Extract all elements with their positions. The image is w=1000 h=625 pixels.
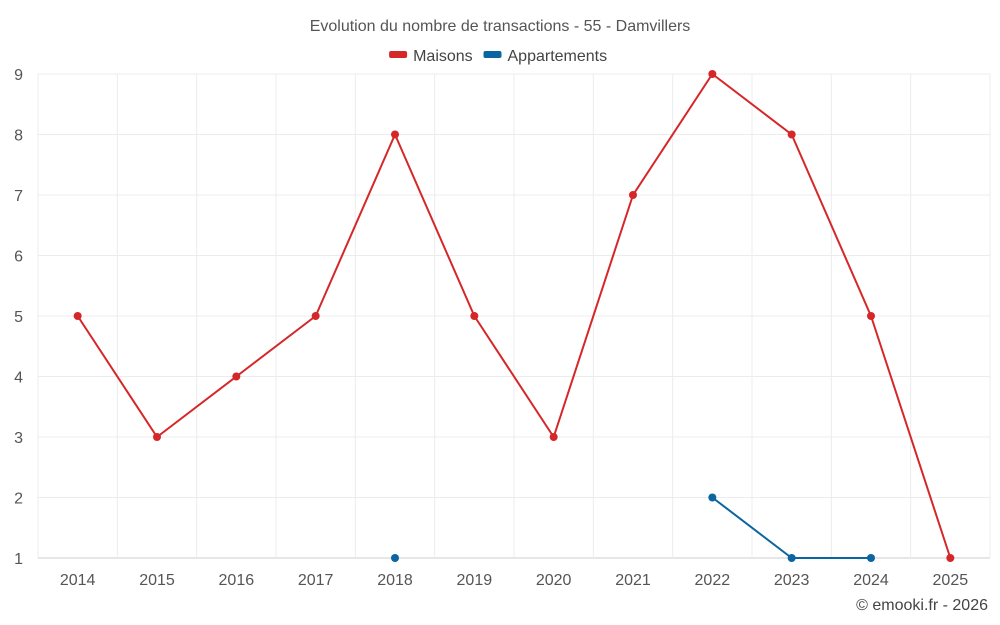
y-tick-label: 5 xyxy=(14,309,23,326)
y-tick-label: 7 xyxy=(14,188,23,205)
x-axis: 2014 2015 2016 2017 2018 2019 2020 2021 2022 2023… xyxy=(60,572,968,589)
grid xyxy=(37,73,991,559)
x-tick-label: 2017 xyxy=(298,572,334,589)
legend-item-maisons[interactable]: Maisons xyxy=(389,48,473,65)
series-line xyxy=(76,73,952,559)
legend-label: Maisons xyxy=(413,48,473,65)
data-point[interactable] xyxy=(549,433,558,441)
data-point[interactable] xyxy=(391,130,399,139)
data-point[interactable] xyxy=(708,70,717,78)
y-tick-label: 8 xyxy=(14,128,23,145)
y-tick-label: 9 xyxy=(14,67,23,84)
x-tick-label: 2025 xyxy=(933,572,969,589)
data-point[interactable] xyxy=(73,312,82,320)
x-tick-label: 2016 xyxy=(219,572,255,589)
series-maisons xyxy=(73,70,955,562)
series-appartements xyxy=(391,493,875,562)
data-point[interactable] xyxy=(787,130,796,139)
data-point[interactable] xyxy=(311,312,320,320)
x-tick-label: 2020 xyxy=(536,572,572,589)
data-point[interactable] xyxy=(629,191,637,199)
legend-label: Appartements xyxy=(508,48,608,65)
y-tick-label: 6 xyxy=(14,249,23,266)
data-point[interactable] xyxy=(867,554,875,562)
data-point[interactable] xyxy=(867,312,875,320)
y-tick-label: 3 xyxy=(14,430,23,447)
x-tick-label: 2021 xyxy=(615,572,651,589)
x-tick-label: 2018 xyxy=(377,572,413,589)
x-tick-label: 2022 xyxy=(695,572,731,589)
data-point[interactable] xyxy=(946,554,955,562)
y-axis: 1 2 3 4 5 6 7 8 9 xyxy=(14,67,23,568)
x-tick-label: 2024 xyxy=(853,572,889,589)
data-point[interactable] xyxy=(232,372,241,381)
y-tick-label: 4 xyxy=(14,370,23,387)
data-point[interactable] xyxy=(708,493,717,502)
data-point[interactable] xyxy=(470,312,479,320)
x-tick-label: 2023 xyxy=(774,572,810,589)
x-tick-label: 2015 xyxy=(139,572,175,589)
data-point[interactable] xyxy=(787,554,796,562)
data-point[interactable] xyxy=(153,433,161,441)
x-tick-label: 2019 xyxy=(457,572,493,589)
series-line xyxy=(711,496,871,559)
x-tick-label: 2014 xyxy=(60,572,96,589)
y-tick-label: 2 xyxy=(14,491,23,508)
credit-text: © emooki.fr - 2026 xyxy=(856,597,988,614)
y-tick-label: 1 xyxy=(14,551,23,568)
data-point[interactable] xyxy=(391,554,399,562)
series-group xyxy=(73,70,955,562)
legend: Maisons Appartements xyxy=(389,48,607,65)
legend-swatch xyxy=(483,51,502,58)
chart-title: Evolution du nombre de transactions - 55… xyxy=(310,18,691,35)
legend-item-appartements[interactable]: Appartements xyxy=(483,48,608,65)
legend-swatch xyxy=(389,51,408,58)
